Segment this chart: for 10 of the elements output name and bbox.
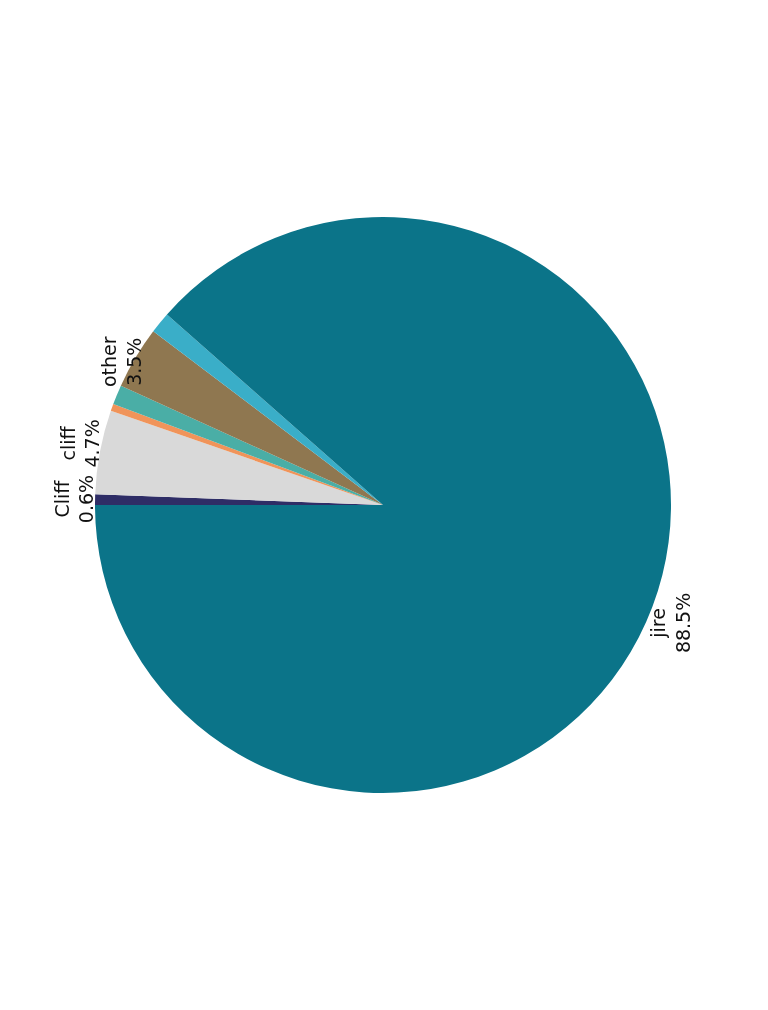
slice-label: other	[97, 336, 120, 388]
data-label: 0.6%	[75, 474, 98, 524]
data-label: 88.5%	[671, 592, 694, 654]
pie-slice	[120, 331, 383, 505]
slice-label: cliff	[56, 425, 79, 461]
slice-label: jire	[646, 608, 669, 639]
data-label: 3.5%	[122, 337, 145, 386]
slice-label: Cliff	[50, 479, 73, 518]
pie-slice	[113, 385, 383, 505]
data-label: 4.7%	[81, 419, 104, 468]
